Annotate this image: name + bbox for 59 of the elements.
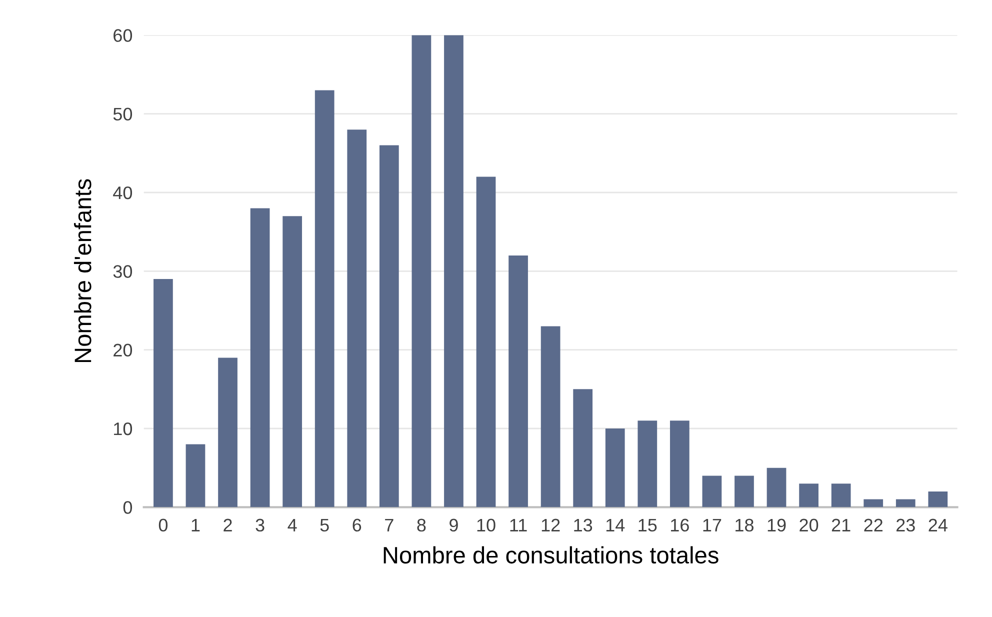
- y-tick-label: 50: [113, 108, 132, 121]
- x-tick-label: 4: [288, 518, 297, 532]
- bar: [670, 420, 690, 508]
- x-tick-label: 5: [320, 518, 329, 532]
- bar: [282, 216, 302, 508]
- y-tick-label: 60: [114, 29, 132, 42]
- y-axis-title: Nombre d'enfants: [74, 179, 92, 362]
- x-tick-label: 23: [896, 518, 915, 532]
- x-tick-label: 12: [542, 518, 560, 532]
- bar: [379, 145, 399, 508]
- bar: [831, 484, 851, 508]
- x-tick-label: 0: [158, 518, 168, 532]
- bar: [928, 491, 948, 508]
- x-tick-label: 14: [606, 518, 625, 532]
- bar: [573, 389, 593, 508]
- bar: [218, 358, 238, 508]
- bar: [540, 326, 560, 508]
- bar: [154, 279, 173, 508]
- bar: [734, 476, 754, 508]
- x-tick-label: 15: [638, 518, 657, 532]
- x-tick-label: 9: [450, 518, 458, 532]
- bar: [476, 176, 496, 508]
- bar: [444, 35, 464, 508]
- x-axis-title: Nombre de consultations totales: [384, 546, 718, 564]
- x-tick-label: 8: [417, 518, 426, 532]
- bar: [896, 499, 916, 508]
- bar: [799, 484, 818, 508]
- bar: [250, 208, 270, 508]
- y-tick-label: 10: [114, 422, 132, 436]
- x-tick-label: 17: [703, 518, 722, 532]
- x-tick-label: 21: [832, 518, 850, 532]
- y-tick-label: 30: [113, 265, 132, 278]
- bar: [412, 35, 432, 508]
- x-tick-label: 1: [192, 518, 200, 532]
- x-tick-label: 10: [477, 518, 496, 532]
- bar: [347, 130, 367, 508]
- bar: [864, 499, 884, 508]
- bar: [508, 255, 528, 508]
- bar: [638, 420, 658, 508]
- y-tick-label: 40: [113, 186, 132, 200]
- bar: [605, 428, 625, 508]
- x-tick-label: 20: [800, 518, 818, 532]
- x-tick-label: 3: [256, 518, 264, 532]
- x-tick-label: 24: [928, 518, 948, 532]
- bar: [766, 468, 786, 508]
- x-tick-label: 22: [864, 518, 882, 532]
- x-tick-label: 6: [352, 518, 362, 532]
- x-tick-label: 18: [736, 518, 754, 532]
- x-tick-label: 2: [224, 518, 232, 532]
- bar: [314, 90, 334, 508]
- bar: [186, 444, 206, 508]
- x-tick-label: 16: [671, 518, 689, 532]
- x-tick-label: 19: [768, 518, 786, 532]
- y-tick-label: 0: [123, 501, 132, 514]
- bar: [702, 476, 722, 508]
- x-tick-label: 13: [574, 518, 592, 532]
- x-tick-label: 11: [510, 518, 527, 532]
- y-tick-label: 20: [114, 344, 132, 357]
- x-tick-label: 7: [385, 518, 394, 532]
